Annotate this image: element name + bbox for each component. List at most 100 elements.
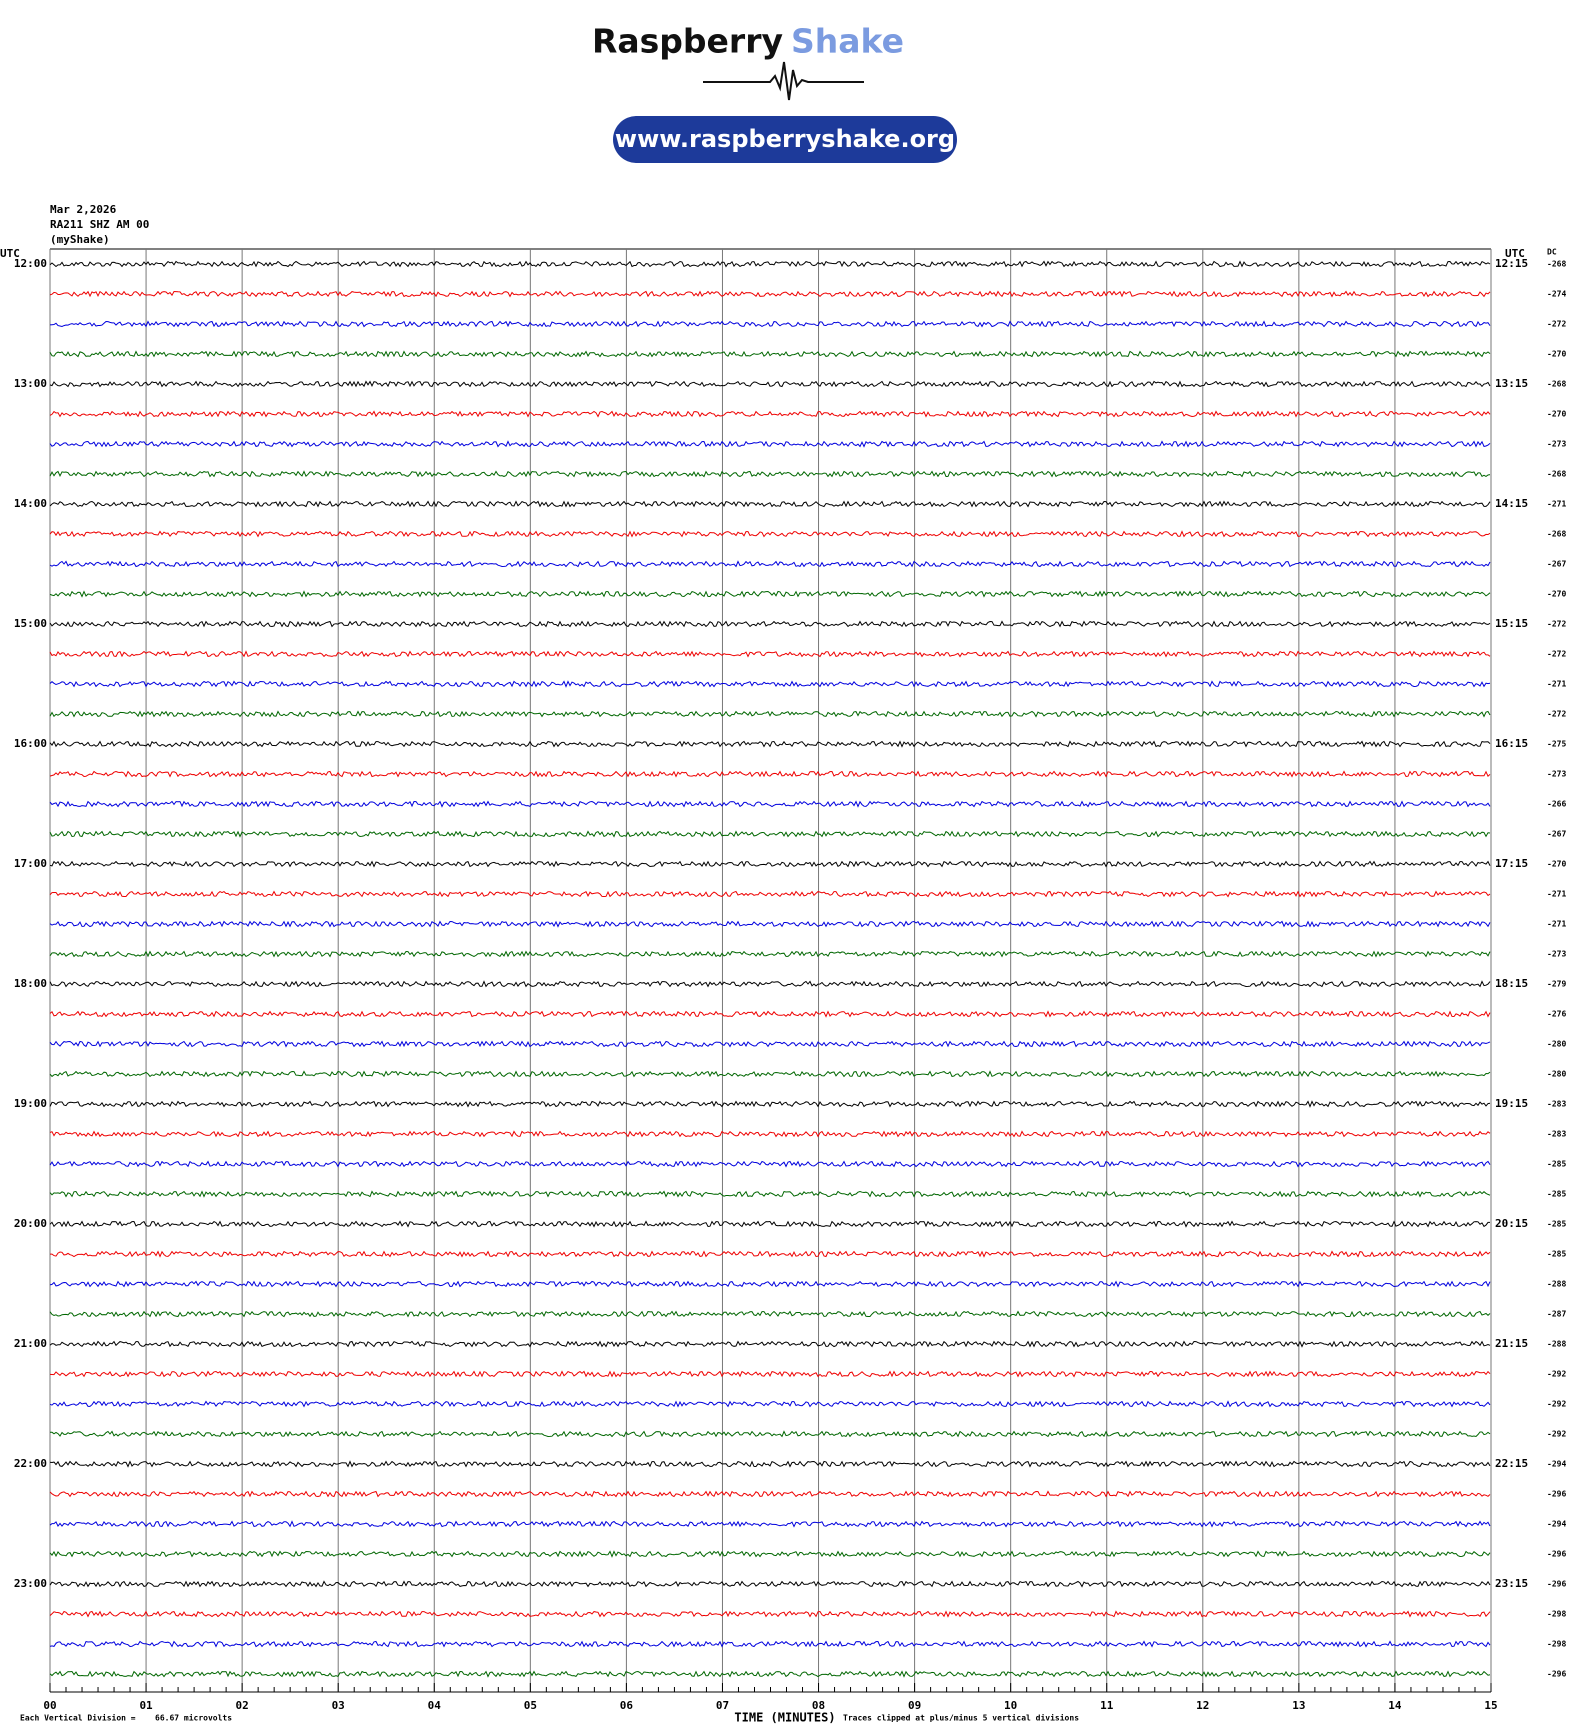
right-time-label: 13:15 (1495, 377, 1528, 390)
dc-value: -292 (1547, 1370, 1566, 1379)
trace (49, 470, 1491, 478)
info-station: RA211 SHZ AM 00 (50, 218, 149, 231)
dc-value: -285 (1547, 1250, 1566, 1259)
trace (49, 260, 1491, 268)
x-tick-label: 10 (1004, 1699, 1017, 1712)
dc-value: -287 (1547, 1310, 1566, 1319)
dc-value: -294 (1547, 1520, 1566, 1529)
trace (49, 1580, 1491, 1588)
dc-value: -271 (1547, 890, 1566, 899)
logo-wave (703, 61, 864, 101)
right-time-label: 16:15 (1495, 737, 1528, 750)
dc-value: -296 (1547, 1550, 1566, 1559)
right-unit: UTC (1505, 247, 1525, 260)
trace (49, 1340, 1491, 1348)
brand-accent: Shake (791, 22, 904, 61)
x-tick-label: 03 (332, 1699, 345, 1712)
x-tick-label: 11 (1100, 1699, 1114, 1712)
left-time-label: 19:00 (14, 1097, 47, 1110)
left-time-label: 16:00 (14, 737, 47, 750)
dc-value: -271 (1547, 680, 1566, 689)
x-tick-label: 01 (139, 1699, 153, 1712)
trace (49, 350, 1491, 358)
left-time-label: 23:00 (14, 1577, 47, 1590)
trace (49, 1100, 1491, 1108)
dc-value: -270 (1547, 410, 1566, 419)
dc-value: -268 (1547, 260, 1566, 269)
dc-value: -283 (1547, 1100, 1566, 1109)
trace (49, 860, 1491, 868)
left-time-label: 14:00 (14, 497, 47, 510)
dc-value: -296 (1547, 1580, 1566, 1589)
trace (49, 320, 1491, 328)
trace (49, 1490, 1491, 1498)
dc-value: -267 (1547, 830, 1566, 839)
right-time-label: 18:15 (1495, 977, 1528, 990)
dc-value: -285 (1547, 1160, 1566, 1169)
dc-value: -270 (1547, 590, 1566, 599)
dc-value: -298 (1547, 1610, 1566, 1619)
dc-value: -271 (1547, 920, 1566, 929)
x-tick-label: 13 (1292, 1699, 1305, 1712)
x-tick-label: 06 (620, 1699, 634, 1712)
dc-label: DC (1547, 248, 1557, 257)
left-time-label: 18:00 (14, 977, 47, 990)
dc-value: -272 (1547, 650, 1566, 659)
dc-value: -273 (1547, 950, 1566, 959)
trace (49, 1310, 1491, 1318)
dc-value: -296 (1547, 1490, 1566, 1499)
trace (49, 560, 1491, 568)
trace (49, 1670, 1491, 1678)
x-tick-label: 12 (1196, 1699, 1209, 1712)
x-tick-label: 09 (908, 1699, 921, 1712)
trace (49, 710, 1491, 718)
dc-value: -279 (1547, 980, 1566, 989)
trace (50, 1430, 1491, 1438)
trace (49, 1130, 1491, 1138)
right-time-label: 22:15 (1495, 1457, 1528, 1470)
trace (49, 950, 1491, 958)
right-time-label: 17:15 (1495, 857, 1528, 870)
dc-value: -298 (1547, 1640, 1566, 1649)
trace (49, 530, 1491, 538)
left-time-label: 15:00 (14, 617, 47, 630)
trace (49, 1400, 1491, 1408)
x-tick-label: 15 (1484, 1699, 1497, 1712)
trace (49, 1040, 1491, 1048)
trace (49, 920, 1491, 928)
dc-value: -285 (1547, 1190, 1566, 1199)
url-pill (613, 116, 957, 163)
right-time-label: 20:15 (1495, 1217, 1528, 1230)
dc-value: -280 (1547, 1070, 1566, 1079)
trace (49, 590, 1491, 598)
trace (49, 1370, 1491, 1378)
trace (49, 680, 1491, 688)
trace (49, 1460, 1491, 1468)
dc-value: -274 (1547, 290, 1566, 299)
trace (49, 1280, 1491, 1288)
dc-value: -268 (1547, 470, 1566, 479)
trace (49, 1640, 1491, 1648)
trace (50, 1250, 1491, 1258)
left-time-label: 12:00 (14, 257, 47, 270)
dc-value: -276 (1547, 1010, 1566, 1019)
dc-value: -283 (1547, 1130, 1566, 1139)
left-time-label: 13:00 (14, 377, 47, 390)
url: www.raspberryshake.org (615, 125, 955, 153)
dc-value: -268 (1547, 530, 1566, 539)
trace (49, 890, 1491, 898)
trace (49, 620, 1491, 628)
trace (49, 440, 1491, 448)
trace (49, 1220, 1490, 1228)
dc-value: -288 (1547, 1340, 1566, 1349)
left-time-label: 17:00 (14, 857, 47, 870)
trace (49, 1070, 1491, 1078)
dc-value: -267 (1547, 560, 1566, 569)
left-time-label: 20:00 (14, 1217, 47, 1230)
trace (49, 740, 1491, 748)
division-value: 66.67 microvolts (155, 1713, 232, 1723)
dc-value: -272 (1547, 620, 1566, 629)
division-label: Each Vertical Division = (20, 1713, 136, 1723)
